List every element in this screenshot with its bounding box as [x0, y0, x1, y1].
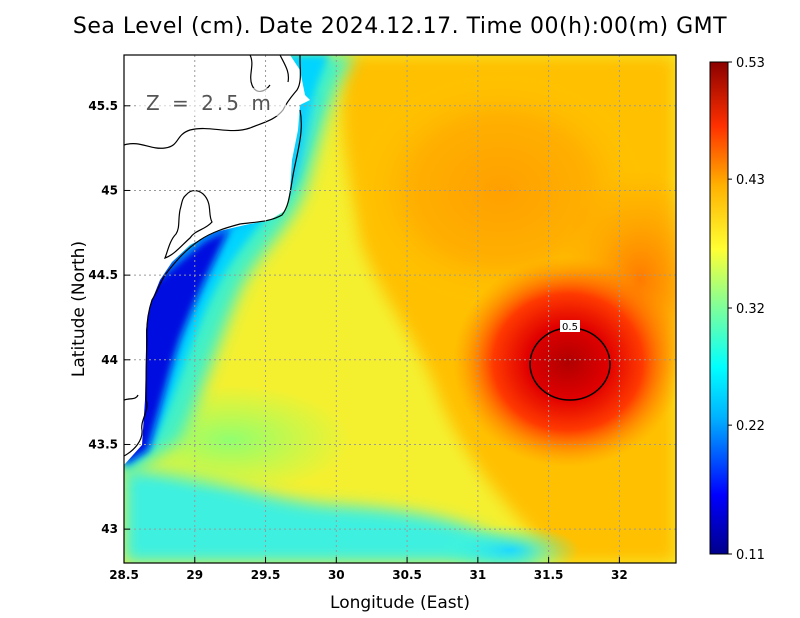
sea-level-maximum — [453, 257, 676, 467]
x-axis-label: Longitude (East) — [330, 593, 470, 613]
colorbar-tick-label: 0.43 — [736, 173, 765, 188]
colorbar-tick-label: 0.53 — [736, 56, 765, 71]
y-tick-label: 44.5 — [88, 268, 118, 282]
colorbar-tick-label: 0.32 — [736, 302, 765, 317]
colorbar-tick-label: 0.22 — [736, 419, 765, 434]
x-tick-label: 29 — [186, 568, 203, 582]
y-tick-label: 45 — [101, 183, 118, 197]
x-tick-label: 28.5 — [109, 568, 139, 582]
x-tick-label: 30.5 — [392, 568, 422, 582]
map-title: Sea Level (cm). Date 2024.12.17. Time 00… — [72, 14, 728, 39]
y-tick-label: 43 — [101, 522, 118, 536]
grid-lines — [124, 55, 676, 563]
depth-annotation-background — [138, 88, 286, 116]
colorbar-tick-label: 0.11 — [736, 548, 765, 563]
x-tick-label: 32 — [611, 568, 628, 582]
x-tick-label: 31 — [469, 568, 486, 582]
y-axis-ticks: 43 43.5 44 44.5 45 45.5 — [88, 99, 130, 536]
x-tick-label: 29.5 — [251, 568, 281, 582]
contour-label-background — [560, 320, 580, 332]
colorbar — [709, 61, 729, 555]
colorbar-ticks: 0.53 0.43 0.32 0.22 0.11 — [728, 56, 765, 563]
y-tick-label: 43.5 — [88, 437, 118, 451]
plot-frame — [123, 54, 677, 564]
y-tick-label: 44 — [101, 353, 118, 367]
y-axis-label: Latitude (North) — [69, 241, 89, 377]
depth-annotation: Z = 2.5 m — [146, 91, 274, 115]
contour-label: 0.5 — [562, 322, 578, 333]
coastline — [124, 55, 302, 457]
y-tick-label: 45.5 — [88, 99, 118, 113]
sea-level-field — [124, 55, 676, 563]
x-tick-label: 31.5 — [534, 568, 564, 582]
x-axis-ticks: 28.5 29 29.5 30 30.5 31 31.5 32 — [109, 557, 628, 582]
x-tick-label: 30 — [328, 568, 345, 582]
